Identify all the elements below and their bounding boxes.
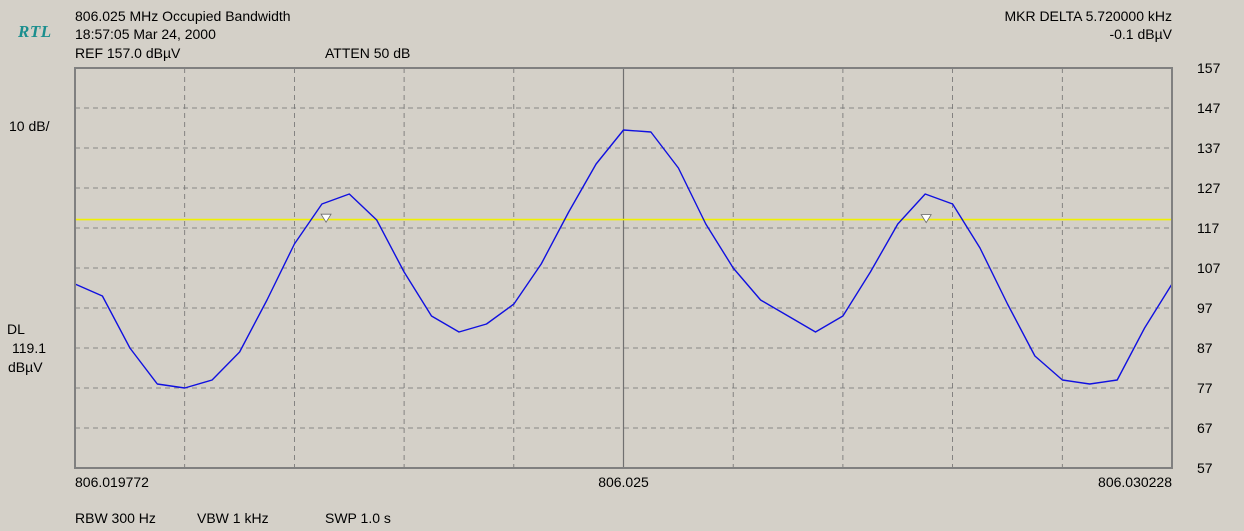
y-tick-label: 117 (1197, 220, 1220, 236)
y-tick-label: 87 (1197, 340, 1213, 356)
x-tick-label: 806.030228 (1098, 474, 1172, 490)
rtl-logo: RTL (18, 22, 52, 41)
video-bandwidth: VBW 1 kHz (197, 510, 269, 526)
y-tick-label: 127 (1197, 180, 1221, 196)
y-tick-label: 57 (1197, 460, 1213, 476)
sweep-time: SWP 1.0 s (325, 510, 391, 526)
display-line-label: DL (7, 321, 25, 337)
y-tick-label: 147 (1197, 100, 1221, 116)
scale-per-division: 10 dB/ (9, 118, 50, 134)
marker-value-readout: -0.1 dBµV (1109, 26, 1172, 42)
y-tick-label: 67 (1197, 420, 1213, 436)
display-line-unit: dBµV (8, 359, 43, 375)
marker-triangle (920, 214, 932, 224)
spectrum-trace (74, 129, 1173, 389)
resolution-bandwidth: RBW 300 Hz (75, 510, 156, 526)
y-tick-label: 77 (1197, 380, 1213, 396)
y-tick-label: 97 (1197, 300, 1213, 316)
marker-delta-readout: MKR DELTA 5.720000 kHz (1004, 8, 1172, 24)
timestamp: 18:57:05 Mar 24, 2000 (75, 26, 216, 42)
y-tick-label: 107 (1197, 260, 1221, 276)
x-tick-label: 806.025 (598, 474, 649, 490)
attenuation: ATTEN 50 dB (325, 45, 411, 61)
reference-level: REF 157.0 dBµV (75, 45, 181, 61)
measurement-title: 806.025 MHz Occupied Bandwidth (75, 8, 291, 24)
marker-triangle (320, 213, 332, 223)
x-tick-label: 806.019772 (75, 474, 149, 490)
plot-frame (74, 67, 1173, 469)
display-line-value: 119.1 (12, 340, 46, 356)
y-tick-label: 157 (1197, 60, 1221, 76)
y-tick-label: 137 (1197, 140, 1221, 156)
